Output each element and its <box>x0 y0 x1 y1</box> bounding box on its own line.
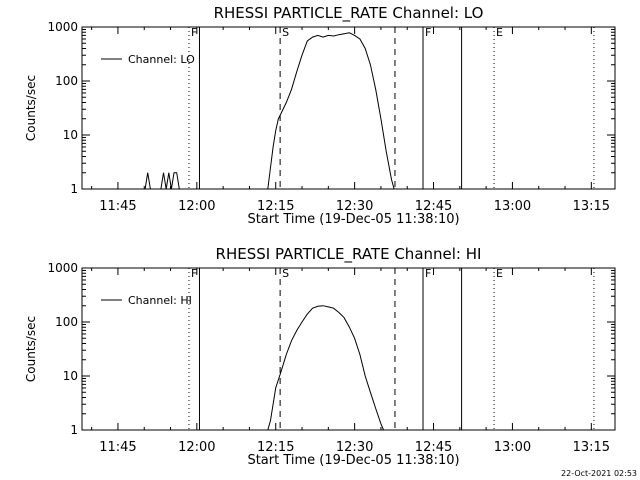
y-axis-label: Counts/sec <box>24 75 38 141</box>
x-tick-label: 12:15 <box>257 199 294 214</box>
plot-frame <box>81 267 616 431</box>
chart-panel-2: RHESSI PARTICLE_RATE Channel: HI 11:45 12:… <box>24 245 616 468</box>
marker-label: S <box>282 26 289 39</box>
y-tick-label: 1000 <box>47 261 78 275</box>
marker-label: S <box>282 267 289 280</box>
marker-label: E <box>496 267 503 280</box>
legend-entry: Channel: LO <box>128 53 195 66</box>
x-axis-label: Start Time (19-Dec-05 11:38:10) <box>247 453 459 468</box>
series-line <box>144 32 395 190</box>
y-tick-label: 10 <box>63 369 78 383</box>
x-tick-label: 13:15 <box>573 199 610 214</box>
y-tick-label: 100 <box>55 315 78 329</box>
chart-title: RHESSI PARTICLE_RATE Channel: HI <box>216 245 482 264</box>
x-tick-label: 13:15 <box>573 440 610 455</box>
x-tick-label: 12:00 <box>178 440 215 455</box>
y-tick-label: 100 <box>55 74 78 88</box>
y-tick-label: 1 <box>70 423 78 437</box>
x-tick-label: 12:00 <box>178 199 215 214</box>
legend-entry: Channel: HI <box>128 294 192 307</box>
y-tick-label: 10 <box>63 128 78 142</box>
marker-label: F <box>191 267 197 280</box>
x-tick-label: 11:45 <box>99 199 136 214</box>
marker-label: F <box>191 26 197 39</box>
x-tick-label: 12:45 <box>415 440 452 455</box>
chart-panel-1: RHESSI PARTICLE_RATE Channel: LO 11:45 12:… <box>24 4 616 227</box>
x-tick-label: 12:30 <box>336 440 373 455</box>
plot-frame <box>81 26 616 190</box>
marker-label: E <box>496 26 503 39</box>
x-tick-label: 13:00 <box>494 199 531 214</box>
timestamp-label: 22-Oct-2021 02:53 <box>561 469 637 478</box>
x-axis-label: Start Time (19-Dec-05 11:38:10) <box>247 212 459 227</box>
y-axis-label: Counts/sec <box>24 316 38 382</box>
x-tick-label: 12:15 <box>257 440 294 455</box>
x-tick-label: 13:00 <box>494 440 531 455</box>
x-tick-label: 12:30 <box>336 199 373 214</box>
series-line <box>267 305 385 431</box>
y-tick-label: 1000 <box>47 20 78 34</box>
marker-label: F <box>425 267 431 280</box>
x-tick-label: 11:45 <box>99 440 136 455</box>
y-tick-label: 1 <box>70 182 78 196</box>
chart-title: RHESSI PARTICLE_RATE Channel: LO <box>214 4 484 23</box>
x-tick-label: 12:45 <box>415 199 452 214</box>
marker-label: F <box>425 26 431 39</box>
